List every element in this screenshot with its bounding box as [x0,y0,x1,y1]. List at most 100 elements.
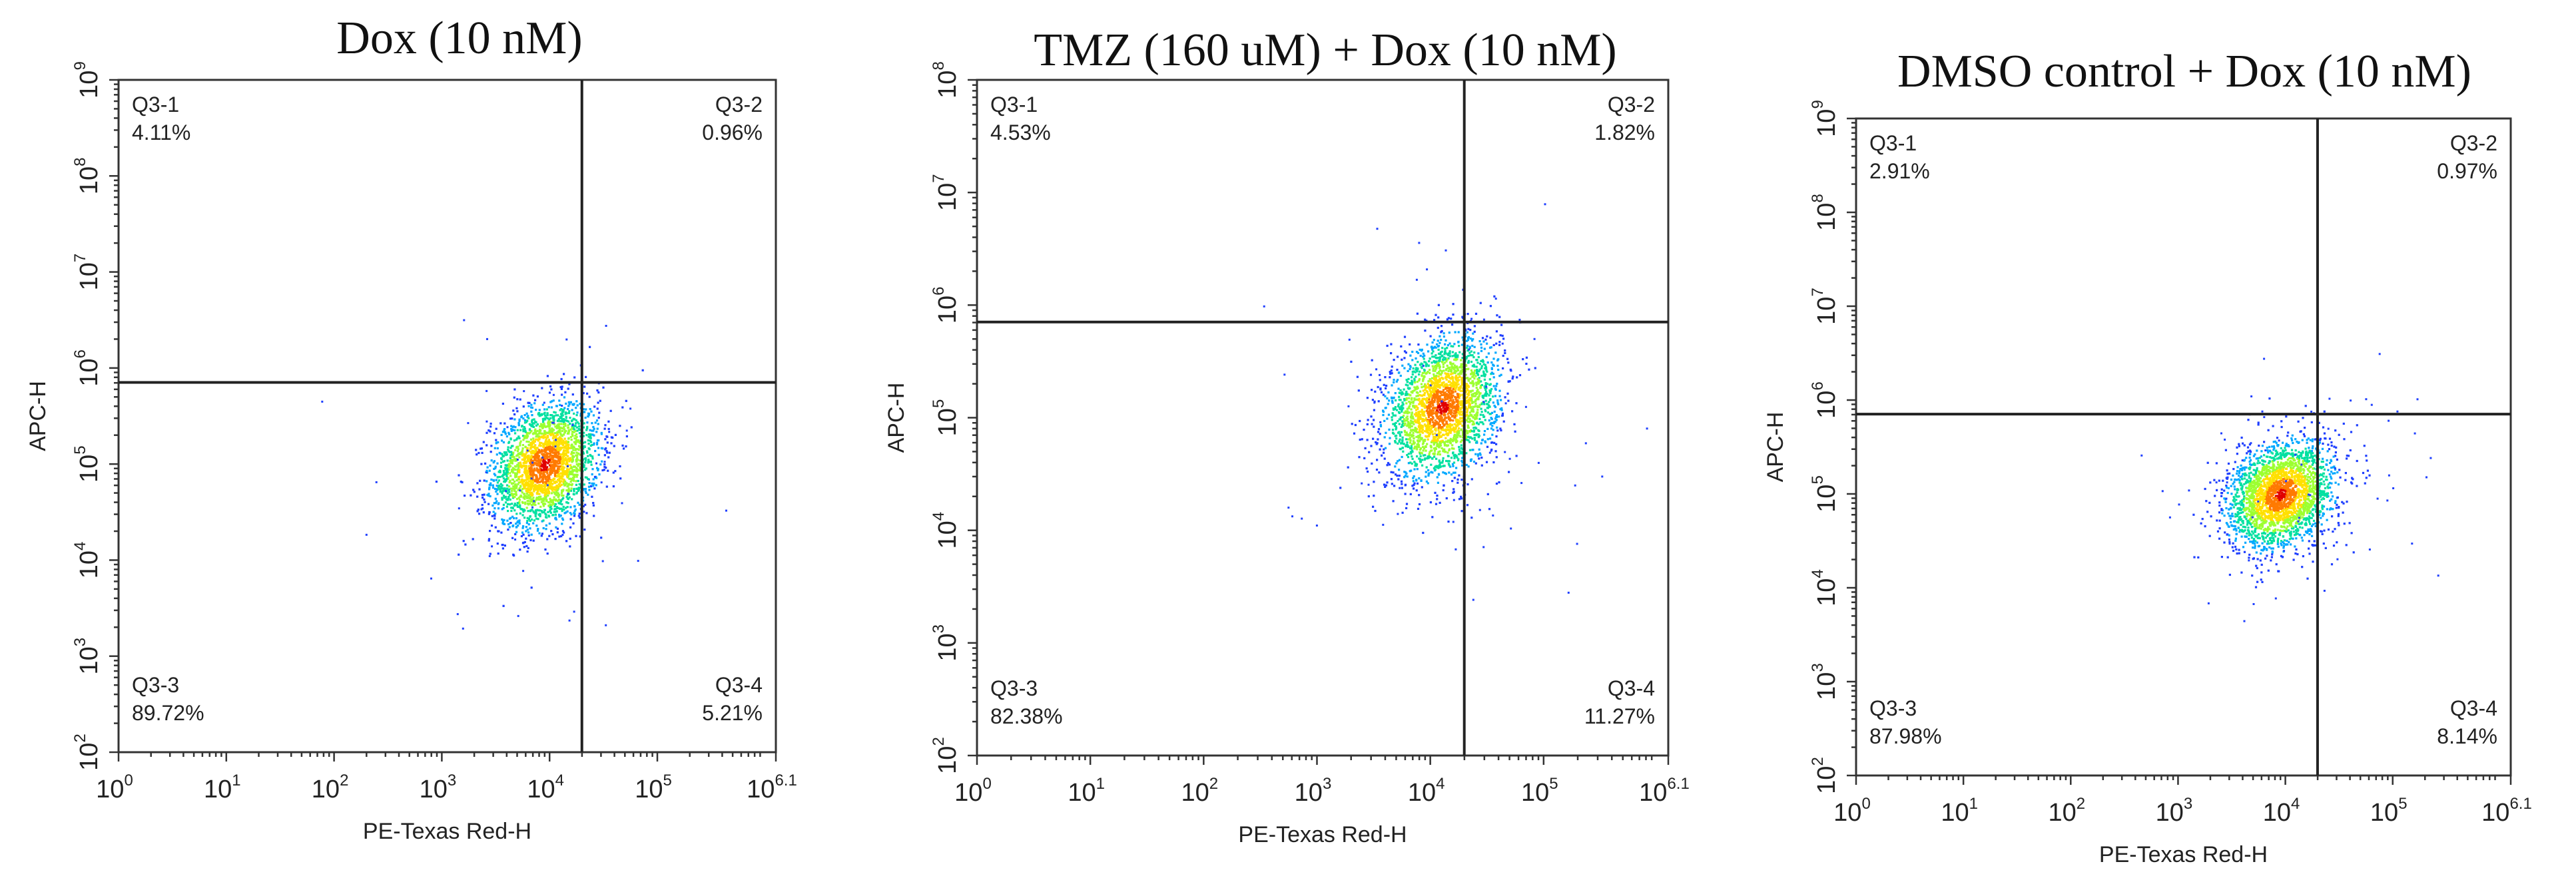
event-dot [1402,450,1405,453]
event-dot [1466,346,1468,349]
event-dot [572,477,575,480]
event-dot [495,453,498,456]
event-dot [1460,444,1462,447]
event-dot [554,513,557,516]
event-dot [537,479,539,482]
event-dot [1454,378,1457,381]
event-dot [554,489,557,491]
event-dot [514,483,517,486]
event-dot [1372,505,1375,508]
event-dot [1425,425,1428,427]
event-dot [1449,342,1451,345]
event-dot [537,518,539,521]
event-dot [551,443,554,446]
event-dot [536,455,539,457]
event-dot [557,507,560,509]
event-dot [505,453,507,457]
x-tick-label: 103 [420,772,457,803]
event-dot [1405,390,1408,393]
event-dot [1419,461,1422,463]
event-dot [553,470,556,473]
event-dot [523,468,526,471]
event-dot [544,441,547,443]
event-dot [542,460,545,463]
event-dot [481,504,483,507]
event-dot [482,497,484,499]
event-dot [1398,395,1401,398]
event-dot [1433,392,1436,395]
event-dot [1441,401,1444,404]
event-dot [546,414,549,417]
event-dot [1488,378,1491,381]
event-dot [1390,396,1393,399]
event-dot [1434,437,1437,439]
event-dot [1502,337,1505,340]
event-dot [1455,441,1458,443]
event-dot [483,479,485,482]
outlier-dot [625,429,628,432]
event-dot [525,412,528,415]
event-dot [1442,406,1445,409]
event-dot [1460,343,1463,346]
event-dot [513,487,517,489]
quadrant-percent: 89.72% [132,701,204,725]
event-dot [531,421,533,423]
event-dot [565,419,569,422]
event-dot [523,459,525,461]
event-dot [551,451,555,454]
event-dot [510,492,513,495]
event-dot [575,400,578,403]
event-dot [1468,430,1470,433]
event-dot [531,452,534,455]
event-dot [1385,431,1387,434]
event-dot [1485,391,1488,393]
event-dot [1464,438,1467,441]
event-dot [1513,423,1516,425]
event-dot [1468,441,1471,443]
event-dot [564,452,567,455]
event-dot [1486,445,1489,448]
event-dot [530,410,533,413]
event-dot [497,552,499,555]
event-dot [525,461,527,464]
event-dot [566,468,569,471]
event-dot [1419,370,1421,373]
outlier-dot [601,560,604,562]
event-dot [603,427,606,430]
event-dot [1453,477,1456,479]
event-dot [575,437,577,440]
event-dot [577,459,579,461]
event-dot [1384,376,1387,379]
event-dot [548,427,551,430]
event-dot [1443,392,1445,395]
event-dot [549,431,551,433]
event-dot [589,435,592,437]
event-dot [1498,341,1501,343]
event-dot [548,523,551,525]
event-dot [1448,464,1450,467]
event-dot [536,509,539,511]
event-dot [568,496,571,499]
event-dot [543,457,545,459]
event-dot [567,468,570,471]
event-dot [1427,421,1430,424]
event-dot [1445,437,1447,439]
event-dot [527,484,529,487]
event-dot [1409,401,1412,403]
event-dot [525,507,528,509]
event-dot [518,469,521,471]
event-dot [1441,371,1443,374]
event-dot [1472,385,1474,387]
event-dot [1398,406,1401,409]
event-dot [545,437,548,440]
event-dot [1485,355,1488,358]
event-dot [584,457,587,460]
event-dot [499,422,502,425]
event-dot [533,457,536,461]
event-dot [525,545,528,547]
event-dot [1474,400,1477,403]
event-dot [542,459,545,461]
event-dot [1417,443,1420,445]
event-dot [575,483,578,486]
event-dot [1450,369,1452,371]
